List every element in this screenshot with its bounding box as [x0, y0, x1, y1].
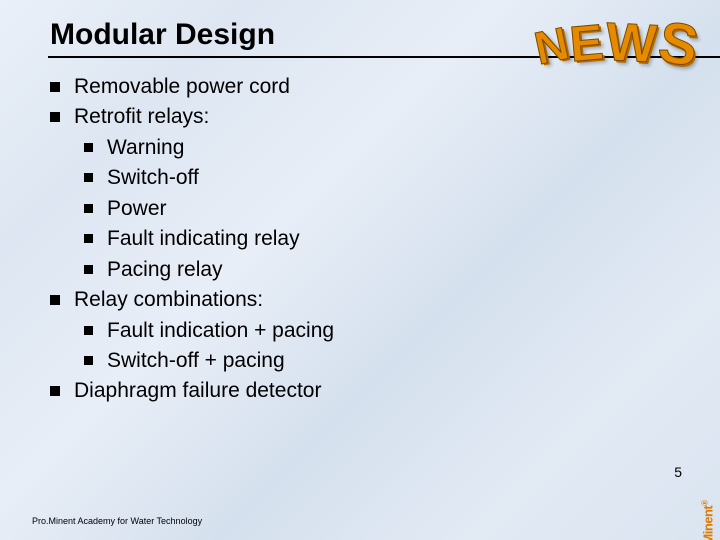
- footer-text: Pro.Minent Academy for Water Technology: [32, 516, 202, 526]
- square-bullet-icon: [84, 143, 93, 152]
- news-badge: N E W S: [542, 12, 690, 79]
- square-bullet-icon: [50, 82, 60, 92]
- square-bullet-icon: [84, 204, 93, 213]
- list-item-text: Fault indicating relay: [107, 224, 300, 254]
- list-item: Power: [50, 194, 720, 224]
- square-bullet-icon: [50, 112, 60, 122]
- list-item: Pacing relay: [50, 255, 720, 285]
- news-letter: E: [567, 13, 604, 82]
- news-letter: W: [604, 11, 656, 80]
- list-item-text: Fault indication + pacing: [107, 316, 334, 346]
- page-number: 5: [674, 464, 682, 480]
- list-item-text: Diaphragm failure detector: [74, 376, 321, 406]
- list-item: Warning: [50, 133, 720, 163]
- list-item-text: Switch-off + pacing: [107, 346, 285, 376]
- square-bullet-icon: [84, 265, 93, 274]
- slide: Modular Design N E W S Removable power c…: [0, 0, 720, 540]
- list-item: Switch-off + pacing: [50, 346, 720, 376]
- list-item-text: Relay combinations:: [74, 285, 263, 315]
- brand-name: Pro.Minent: [701, 505, 716, 540]
- list-item: Fault indication + pacing: [50, 316, 720, 346]
- registered-icon: ®: [701, 500, 710, 505]
- square-bullet-icon: [50, 386, 60, 396]
- brand-logo: Pro.Minent®: [701, 500, 716, 540]
- content-area: Removable power cord Retrofit relays: Wa…: [50, 72, 720, 407]
- list-item-text: Power: [107, 194, 167, 224]
- list-item-text: Switch-off: [107, 163, 199, 193]
- list-item: Relay combinations:: [50, 285, 720, 315]
- list-item: Retrofit relays:: [50, 102, 720, 132]
- square-bullet-icon: [84, 173, 93, 182]
- list-item-text: Warning: [107, 133, 184, 163]
- square-bullet-icon: [84, 356, 93, 365]
- list-item: Switch-off: [50, 163, 720, 193]
- list-item-text: Removable power cord: [74, 72, 290, 102]
- list-item: Diaphragm failure detector: [50, 376, 720, 406]
- news-letter: S: [654, 8, 702, 80]
- list-item: Fault indicating relay: [50, 224, 720, 254]
- square-bullet-icon: [50, 295, 60, 305]
- square-bullet-icon: [84, 234, 93, 243]
- list-item-text: Retrofit relays:: [74, 102, 209, 132]
- list-item-text: Pacing relay: [107, 255, 223, 285]
- square-bullet-icon: [84, 326, 93, 335]
